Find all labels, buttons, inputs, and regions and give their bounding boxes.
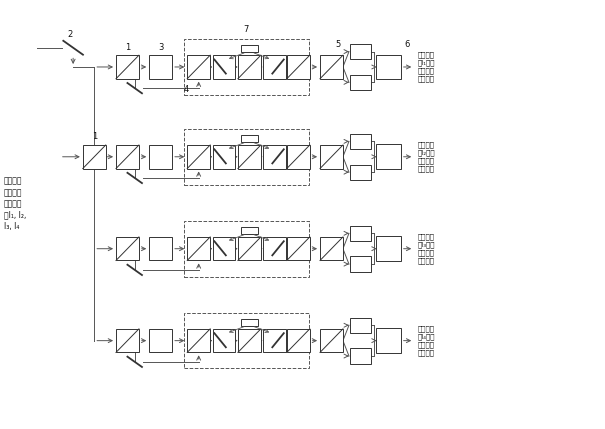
Bar <box>287 55 310 79</box>
Bar <box>350 44 370 59</box>
Bar <box>149 55 172 79</box>
Bar <box>116 145 139 169</box>
Bar <box>183 129 309 184</box>
Bar <box>238 329 261 352</box>
Bar <box>350 75 370 90</box>
Bar <box>212 55 235 79</box>
Bar <box>350 257 370 272</box>
Bar <box>376 328 401 353</box>
Bar <box>183 221 309 277</box>
Text: 1: 1 <box>125 42 130 51</box>
Bar <box>149 329 172 352</box>
Bar <box>376 145 401 169</box>
Bar <box>287 329 310 352</box>
Bar <box>187 145 210 169</box>
Bar <box>263 329 286 352</box>
Bar <box>320 55 343 79</box>
Bar <box>83 145 106 169</box>
Bar <box>187 329 210 352</box>
Text: 4: 4 <box>184 85 189 94</box>
Bar <box>263 145 286 169</box>
Bar <box>350 317 370 333</box>
Text: 输出拓扑
荷l₃的涡
旋光上携
带的信息: 输出拓扑 荷l₃的涡 旋光上携 带的信息 <box>417 233 434 264</box>
Bar <box>263 55 286 79</box>
Bar <box>263 237 286 260</box>
Bar <box>116 55 139 79</box>
Text: 7: 7 <box>243 25 249 34</box>
Bar <box>241 45 258 52</box>
Text: 2: 2 <box>68 30 73 39</box>
Text: 输出拓扑
荷l₄的涡
旋光上携
带的信息: 输出拓扑 荷l₄的涡 旋光上携 带的信息 <box>417 325 434 356</box>
Bar <box>350 134 370 149</box>
Bar <box>183 39 309 95</box>
Bar <box>116 329 139 352</box>
Text: 输出拓扑
荷l₁的涡
旋光上携
带的信息: 输出拓扑 荷l₁的涡 旋光上携 带的信息 <box>417 51 434 82</box>
Bar <box>350 226 370 241</box>
Text: 1: 1 <box>91 133 97 142</box>
Bar <box>376 236 401 261</box>
Bar <box>238 55 261 79</box>
Bar <box>350 348 370 364</box>
Bar <box>238 237 261 260</box>
Text: 6: 6 <box>404 39 409 48</box>
Bar <box>320 237 343 260</box>
Bar <box>320 145 343 169</box>
Bar <box>287 145 310 169</box>
Bar <box>187 55 210 79</box>
Bar <box>241 319 258 326</box>
Bar <box>241 227 258 234</box>
Bar <box>183 313 309 369</box>
Bar <box>350 165 370 180</box>
Bar <box>116 237 139 260</box>
Bar <box>320 329 343 352</box>
Bar <box>241 135 258 142</box>
Bar <box>287 237 310 260</box>
Bar <box>212 237 235 260</box>
Bar <box>238 145 261 169</box>
Bar <box>212 329 235 352</box>
Text: 输出拓扑
荷l₂的涡
旋光上携
带的信息: 输出拓扑 荷l₂的涡 旋光上携 带的信息 <box>417 141 435 172</box>
Bar <box>376 54 401 79</box>
Bar <box>212 145 235 169</box>
Bar <box>149 145 172 169</box>
Text: 5: 5 <box>335 39 340 48</box>
Bar <box>149 237 172 260</box>
Bar <box>187 237 210 260</box>
Text: 3: 3 <box>158 42 163 51</box>
Text: 输入待检
测涡旋光
拓扑荷包
含l₁, l₂,
l₃, l₄: 输入待检 测涡旋光 拓扑荷包 含l₁, l₂, l₃, l₄ <box>4 176 26 231</box>
